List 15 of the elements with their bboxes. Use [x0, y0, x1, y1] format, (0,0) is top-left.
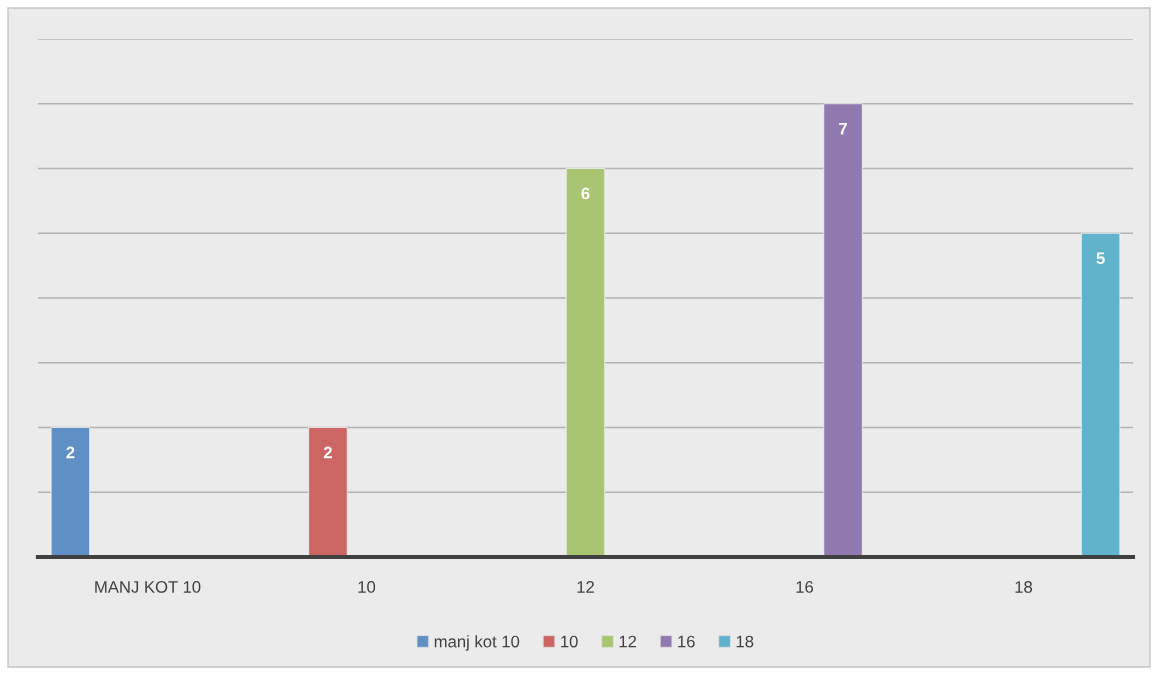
data-label: 6 — [581, 187, 590, 200]
x-tick-label: 10 — [358, 581, 376, 593]
legend-label: manj kot 10 — [434, 635, 520, 651]
data-label: 7 — [839, 122, 847, 135]
x-tick-label: 18 — [1015, 581, 1033, 593]
legend-label: 12 — [619, 635, 637, 648]
legend-label: 10 — [561, 635, 578, 648]
data-label: 2 — [323, 446, 332, 459]
x-tick-label: 12 — [577, 581, 594, 593]
x-tick-label: MANJ KOT 10 — [95, 581, 201, 593]
data-label: 2 — [66, 446, 75, 459]
legend-label: 18 — [736, 635, 754, 648]
x-tick-label: 16 — [796, 581, 814, 593]
legend-label: 16 — [678, 635, 695, 648]
data-label: 5 — [1096, 252, 1105, 265]
